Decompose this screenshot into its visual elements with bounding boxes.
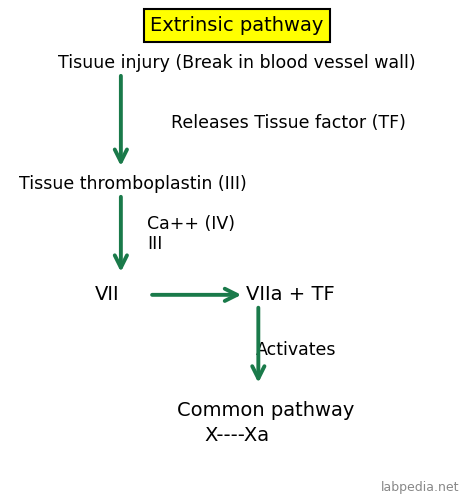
Text: Common pathway: Common pathway xyxy=(177,401,354,420)
Text: Ca++ (IV): Ca++ (IV) xyxy=(147,215,235,233)
Text: VIIa + TF: VIIa + TF xyxy=(246,285,335,304)
Text: Tisuue injury (Break in blood vessel wall): Tisuue injury (Break in blood vessel wal… xyxy=(58,54,416,72)
Text: Releases Tissue factor (TF): Releases Tissue factor (TF) xyxy=(171,114,406,133)
Text: X----Xa: X----Xa xyxy=(204,426,270,446)
Text: III: III xyxy=(147,235,162,254)
Text: labpedia.net: labpedia.net xyxy=(381,481,460,494)
Text: Tissue thromboplastin (III): Tissue thromboplastin (III) xyxy=(19,175,246,193)
Text: Extrinsic pathway: Extrinsic pathway xyxy=(150,16,324,35)
Text: Activates: Activates xyxy=(256,341,337,359)
Text: VII: VII xyxy=(95,285,119,304)
